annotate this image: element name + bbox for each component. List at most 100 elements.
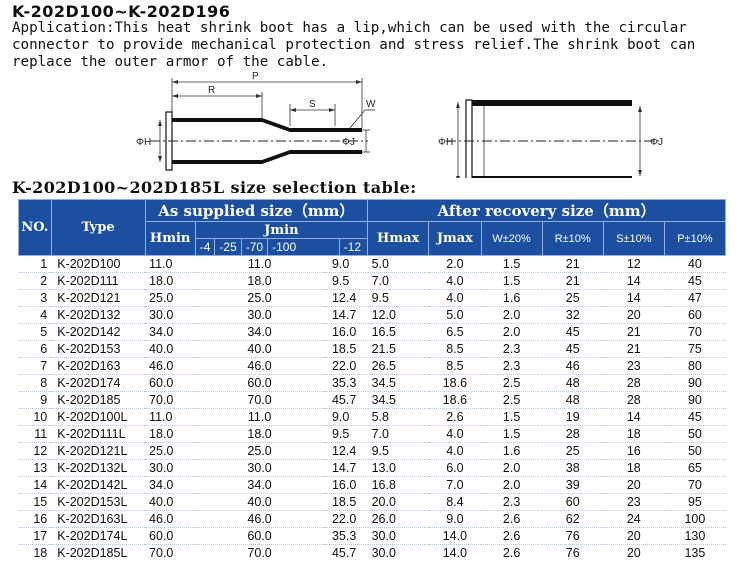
col-hmax-header: Hmax: [367, 221, 430, 256]
table-row: 13 K-202D132L 30.0 30.0 14.7 13.0 6.0 2.0 38 18 65: [18, 459, 726, 477]
cell-no: 5: [18, 323, 52, 341]
col-no-header: NO.: [18, 199, 52, 256]
cell-jmax: 4.0: [428, 289, 482, 307]
cell-hmin: 46.0: [145, 510, 196, 528]
cell-s: 28: [603, 391, 665, 409]
cell-w: 2.0: [481, 476, 543, 494]
cell-w: 2.5: [481, 374, 543, 392]
cell-jmax: 14.0: [428, 527, 482, 545]
application-line-2: connector to provide mechanical protecti…: [12, 37, 696, 53]
cell-no: 3: [18, 289, 52, 307]
cell-jmin: 18.0: [195, 425, 324, 443]
table-row: 4 K-202D132 30.0 30.0 14.7 12.0 5.0 2.0 32 20 60: [18, 306, 726, 324]
cell-p: 70: [664, 323, 726, 341]
cell-no: 17: [18, 527, 52, 545]
cell-no: 18: [33, 546, 48, 561]
cell-s: 14: [603, 289, 665, 307]
cell-j12: 9.5: [323, 272, 368, 290]
cell-r: 76: [565, 546, 580, 561]
cell-hmin: 11.0: [145, 255, 196, 273]
cell-p: 65: [664, 459, 726, 477]
label-w: W: [366, 99, 376, 110]
cell-r: 21: [542, 255, 604, 273]
page-title: K-202D100~K-202D196: [12, 2, 231, 21]
cell-r: 76: [542, 527, 604, 545]
cell-p: 50: [664, 425, 726, 443]
cell-jmin: 11.0: [195, 408, 324, 426]
cell-hmax: 7.0: [367, 272, 429, 290]
cell-jmin: 46.0: [195, 357, 324, 375]
cell-jmax: 2.6: [428, 408, 482, 426]
cell-hmin: 30.0: [145, 306, 196, 324]
cell-j12: 35.3: [323, 374, 368, 392]
cell-w: 2.6: [502, 546, 521, 561]
cell-p: 90: [664, 391, 726, 409]
cell-no: 6: [18, 340, 52, 358]
cell-hmax: 16.5: [367, 323, 429, 341]
cell-p: 40: [664, 255, 726, 273]
cell-r: 28: [542, 425, 604, 443]
cell-type: K-202D142L: [51, 476, 146, 494]
cell-no: 13: [18, 459, 52, 477]
cell-w: 2.0: [481, 459, 543, 477]
cell-type: K-202D163: [51, 357, 146, 375]
supplied-size-header: As supplied size（mm）: [144, 199, 369, 222]
cell-r: 48: [542, 374, 604, 392]
jmin-sub-12: -12: [338, 239, 367, 255]
table-row: 7 K-202D163 46.0 46.0 22.0 26.5 8.5 2.3 46 23 80: [18, 357, 726, 375]
cell-j12: 16.0: [323, 323, 368, 341]
cell-type: K-202D153L: [51, 493, 146, 511]
cell-w: 2.0: [481, 323, 543, 341]
cell-jmin: 34.0: [195, 476, 324, 494]
cell-w: 1.6: [481, 289, 543, 307]
cell-type: K-202D121L: [51, 442, 146, 460]
cell-hmax: 34.5: [367, 391, 429, 409]
cell-r: 39: [542, 476, 604, 494]
jmin-sub-25: -25: [214, 239, 240, 255]
cell-no: 15: [18, 493, 52, 511]
cell-s: 18: [603, 425, 665, 443]
cell-type: K-202D163L: [51, 510, 146, 528]
cell-hmin: 11.0: [145, 408, 196, 426]
cell-s: 20: [603, 476, 665, 494]
cell-type: K-202D111: [51, 272, 146, 290]
cell-jmin: 30.0: [195, 459, 324, 477]
cell-j12: 16.0: [323, 476, 368, 494]
cell-r: 45: [542, 340, 604, 358]
cell-jmin: 30.0: [195, 306, 324, 324]
cell-r: 25: [542, 442, 604, 460]
table-row: 15 K-202D153L 40.0 40.0 18.5 20.0 8.4 2.3 60 23 95: [18, 493, 726, 511]
cell-type: K-202D121: [51, 289, 146, 307]
cell-hmin: 25.0: [145, 289, 196, 307]
cell-jmax: 5.0: [428, 306, 482, 324]
cell-j12: 18.5: [323, 493, 368, 511]
cell-s: 23: [603, 493, 665, 511]
table-row: 6 K-202D153 40.0 40.0 18.5 21.5 8.5 2.3 45 21 75: [18, 340, 726, 358]
cell-hmax: 7.0: [367, 425, 429, 443]
table-row: 12 K-202D121L 25.0 25.0 12.4 9.5 4.0 1.6 25 16 50: [18, 442, 726, 460]
cell-hmax: 20.0: [367, 493, 429, 511]
cell-w: 2.3: [481, 357, 543, 375]
cell-hmin: 40.0: [145, 493, 196, 511]
cell-type: K-202D185: [51, 391, 146, 409]
cell-s: 14: [603, 408, 665, 426]
cell-hmin: 25.0: [145, 442, 196, 460]
cell-hmin: 60.0: [145, 374, 196, 392]
table-row: 5 K-202D142 34.0 34.0 16.0 16.5 6.5 2.0 45 21 70: [18, 323, 726, 341]
label-p: P: [252, 71, 259, 82]
cell-type: K-202D132: [51, 306, 146, 324]
cell-s: 20: [603, 306, 665, 324]
cell-type: K-202D153: [51, 340, 146, 358]
jmin-sub-100: -100: [267, 239, 300, 255]
cell-p: 60: [664, 306, 726, 324]
cell-r: 32: [542, 306, 604, 324]
cell-w: 2.0: [481, 306, 543, 324]
cell-jmin: 70.0: [195, 391, 324, 409]
table-row: 1 K-202D100 11.0 11.0 9.0 5.0 2.0 1.5 21 12 40: [18, 255, 726, 273]
cell-p: 100: [664, 510, 726, 528]
cell-hmin: 30.0: [145, 459, 196, 477]
cell-jmin: 18.0: [195, 272, 324, 290]
cell-p: 45: [664, 272, 726, 290]
cell-j12: 14.7: [323, 459, 368, 477]
cell-w: 1.6: [481, 442, 543, 460]
